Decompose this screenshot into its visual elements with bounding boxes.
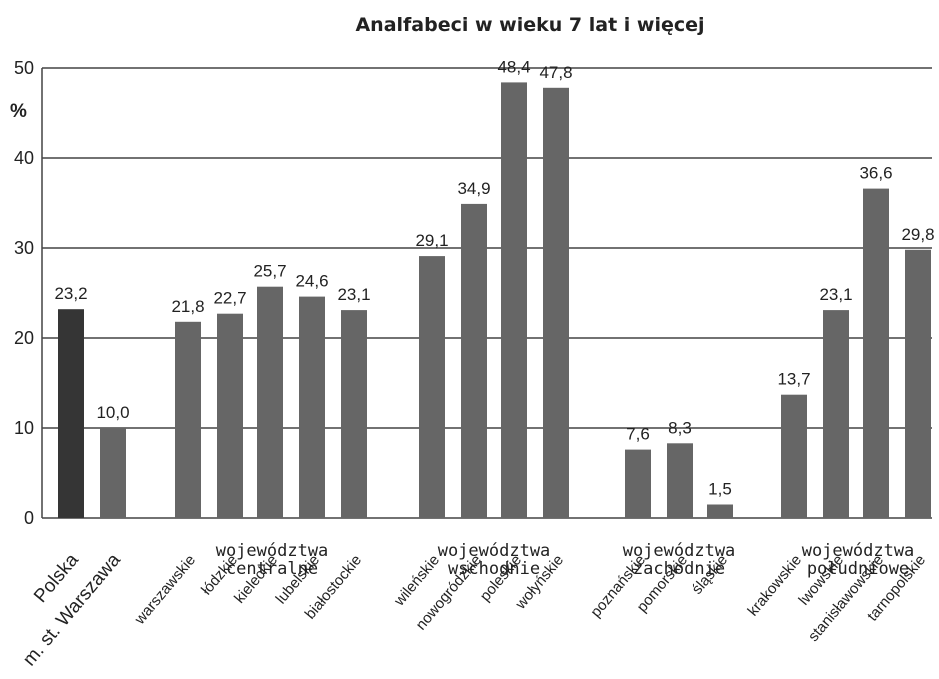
group-label-centralne: województwa centralne (216, 541, 329, 579)
value-label: 1,5 (708, 480, 732, 499)
bar-15 (781, 394, 807, 518)
bar-6 (299, 296, 325, 518)
value-label: 7,6 (626, 425, 650, 444)
value-label: 22,7 (213, 289, 246, 308)
bar-13 (667, 443, 693, 518)
value-label: 23,2 (54, 284, 87, 303)
bar-1 (58, 309, 84, 518)
bar-10 (501, 82, 527, 519)
category-label: warszawskie (131, 552, 199, 629)
bar-12 (625, 449, 651, 518)
y-tick-label: 30 (14, 238, 34, 258)
bars (58, 82, 931, 519)
value-label: 23,1 (337, 285, 370, 304)
value-label: 13,7 (777, 370, 810, 389)
bar-7 (341, 310, 367, 518)
bar-5 (257, 286, 283, 518)
bar-3 (175, 321, 201, 518)
value-label: 48,4 (497, 57, 530, 76)
y-tick-label: 40 (14, 148, 34, 168)
chart-title: Analfabeci w wieku 7 lat i więcej (355, 14, 704, 36)
y-tick-label: 50 (14, 58, 34, 78)
group-label-line2: południowe (807, 559, 909, 579)
group-label-zachodnie: województwa zachodnie (623, 541, 736, 579)
bar-17 (863, 188, 889, 518)
group-label-line1: województwa (802, 541, 915, 561)
bar-2 (100, 428, 126, 518)
y-tick-label: 0 (24, 508, 34, 528)
y-axis-unit: % (10, 101, 27, 122)
group-label-poludniowe: województwa południowe (802, 541, 915, 579)
value-label: 23,1 (819, 285, 852, 304)
value-label: 21,8 (171, 297, 204, 316)
value-label: 34,9 (457, 179, 490, 198)
group-label-line2: wschodnie (448, 559, 540, 579)
bar-8 (419, 256, 445, 518)
group-label-line1: województwa (216, 541, 329, 561)
value-label: 29,8 (901, 225, 934, 244)
value-label: 47,8 (539, 63, 572, 82)
value-label: 29,1 (415, 231, 448, 250)
bar-18 (905, 249, 931, 519)
bar-4 (217, 313, 243, 518)
y-tick-label: 10 (14, 418, 34, 438)
group-label-wschodnie: województwa wschodnie (438, 541, 551, 579)
value-label: 25,7 (253, 262, 286, 281)
value-label: 10,0 (96, 403, 129, 422)
bar-9 (461, 203, 487, 518)
group-label-line1: województwa (438, 541, 551, 561)
bar-16 (823, 310, 849, 518)
value-labels: 23,2 10,0 21,8 22,7 25,7 24,6 23,1 29,1 34,9 48,4… (54, 57, 934, 498)
category-label: krakowskie (744, 552, 805, 620)
y-tick-label: 20 (14, 328, 34, 348)
bar-11 (543, 87, 569, 519)
bar-14 (707, 504, 733, 518)
y-axis-ticks: 0 10 20 30 40 50 (14, 58, 34, 528)
group-label-line2: zachodnie (633, 559, 725, 579)
group-label-line2: centralne (226, 559, 318, 579)
group-label-line1: województwa (623, 541, 736, 561)
value-label: 8,3 (668, 418, 692, 437)
value-label: 36,6 (859, 164, 892, 183)
value-label: 24,6 (295, 272, 328, 291)
